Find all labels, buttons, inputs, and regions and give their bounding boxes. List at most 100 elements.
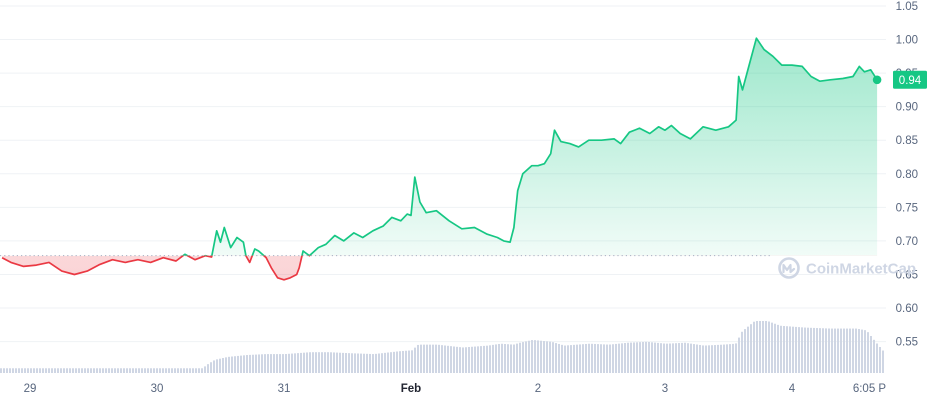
volume-bar (831, 328, 833, 373)
price-line-down (1, 255, 311, 281)
volume-bar (198, 368, 200, 373)
volume-bar (783, 326, 785, 373)
volume-bar (504, 343, 506, 373)
volume-bar (882, 350, 884, 373)
volume-bar (450, 346, 452, 373)
volume-bar (408, 350, 410, 373)
volume-bar (873, 339, 875, 373)
volume-bar (27, 368, 29, 373)
price-line-up (181, 37, 878, 256)
volume-bar (444, 345, 446, 373)
volume-bar (789, 326, 791, 373)
volume-bar (828, 328, 830, 373)
volume-bar (492, 344, 494, 373)
volume-bar (684, 342, 686, 373)
volume-bar (600, 344, 602, 373)
volume-bar (672, 343, 674, 373)
volume-bar (717, 344, 719, 373)
volume-bar (48, 368, 50, 373)
volume-bar (381, 353, 383, 373)
volume-bar (516, 343, 518, 373)
volume-bar (678, 343, 680, 373)
volume-bar (243, 355, 245, 373)
volume-bar (297, 353, 299, 373)
volume-bar (747, 326, 749, 373)
volume-bar (33, 368, 35, 373)
volume-bar (99, 368, 101, 373)
volume-bar (24, 368, 26, 373)
y-tick-label: 0.65 (896, 269, 918, 281)
volume-bar (96, 368, 98, 373)
volume-bar (753, 321, 755, 373)
volume-bar (870, 335, 872, 373)
volume-bar (630, 342, 632, 373)
coinmarketcap-watermark: CoinMarketCap (778, 257, 916, 279)
volume-bar (114, 368, 116, 373)
volume-bar (210, 362, 212, 373)
volume-bar (471, 346, 473, 373)
volume-bar (375, 353, 377, 373)
volume-bar (861, 329, 863, 373)
volume-bar (267, 354, 269, 373)
volume-bar (702, 345, 704, 373)
volume-bar (354, 353, 356, 373)
volume-bar (879, 347, 881, 373)
volume-bar (387, 352, 389, 373)
volume-bar (0, 368, 2, 373)
volume-bar (168, 368, 170, 373)
volume-bar (792, 326, 794, 373)
volume-bar (309, 352, 311, 373)
volume-bar (639, 342, 641, 373)
y-tick-label: 0.60 (896, 303, 918, 315)
volume-bar (39, 368, 41, 373)
volume-bar (402, 350, 404, 373)
volume-bar (537, 340, 539, 373)
volume-bar (876, 343, 878, 373)
volume-bar (303, 352, 305, 373)
volume-bar (150, 368, 152, 373)
volume-bar (834, 328, 836, 373)
y-tick-label: 0.80 (896, 169, 918, 181)
volume-bar (42, 368, 44, 373)
volume-bar (138, 368, 140, 373)
volume-bar (390, 352, 392, 373)
volume-bar (276, 354, 278, 373)
volume-bar (801, 327, 803, 373)
volume-bar (414, 347, 416, 373)
volume-bar (615, 343, 617, 373)
volume-bar (417, 344, 419, 373)
volume-bar (483, 345, 485, 373)
volume-bar (588, 343, 590, 373)
volume-bar (357, 353, 359, 373)
volume-bar (714, 345, 716, 373)
volume-bar (147, 368, 149, 373)
volume-bar (318, 352, 320, 373)
volume-bar (480, 346, 482, 373)
volume-bar (612, 344, 614, 373)
volume-bar (606, 344, 608, 373)
volume-bar (204, 366, 206, 373)
volume-bar (30, 368, 32, 373)
volume-bar (384, 352, 386, 373)
volume-bar (261, 354, 263, 373)
volume-bar (423, 344, 425, 373)
volume-bar (327, 352, 329, 373)
volume-bar (426, 344, 428, 373)
volume-bar (144, 368, 146, 373)
volume-bar (864, 330, 866, 373)
x-axis: 29 30 31 Feb 2 3 4 6:05 P (24, 383, 887, 395)
volume-bar (84, 368, 86, 373)
volume-bar (564, 345, 566, 373)
current-price-badge: 0.94 (872, 70, 927, 89)
volume-bar (699, 344, 701, 373)
volume-bar (222, 358, 224, 373)
volume-bar (201, 368, 203, 373)
volume-bar (462, 347, 464, 373)
volume-bar (285, 354, 287, 373)
volume-bar (369, 353, 371, 373)
volume-bar (642, 341, 644, 373)
price-line (1, 37, 878, 281)
volume-bar (459, 347, 461, 373)
volume-bar (90, 368, 92, 373)
